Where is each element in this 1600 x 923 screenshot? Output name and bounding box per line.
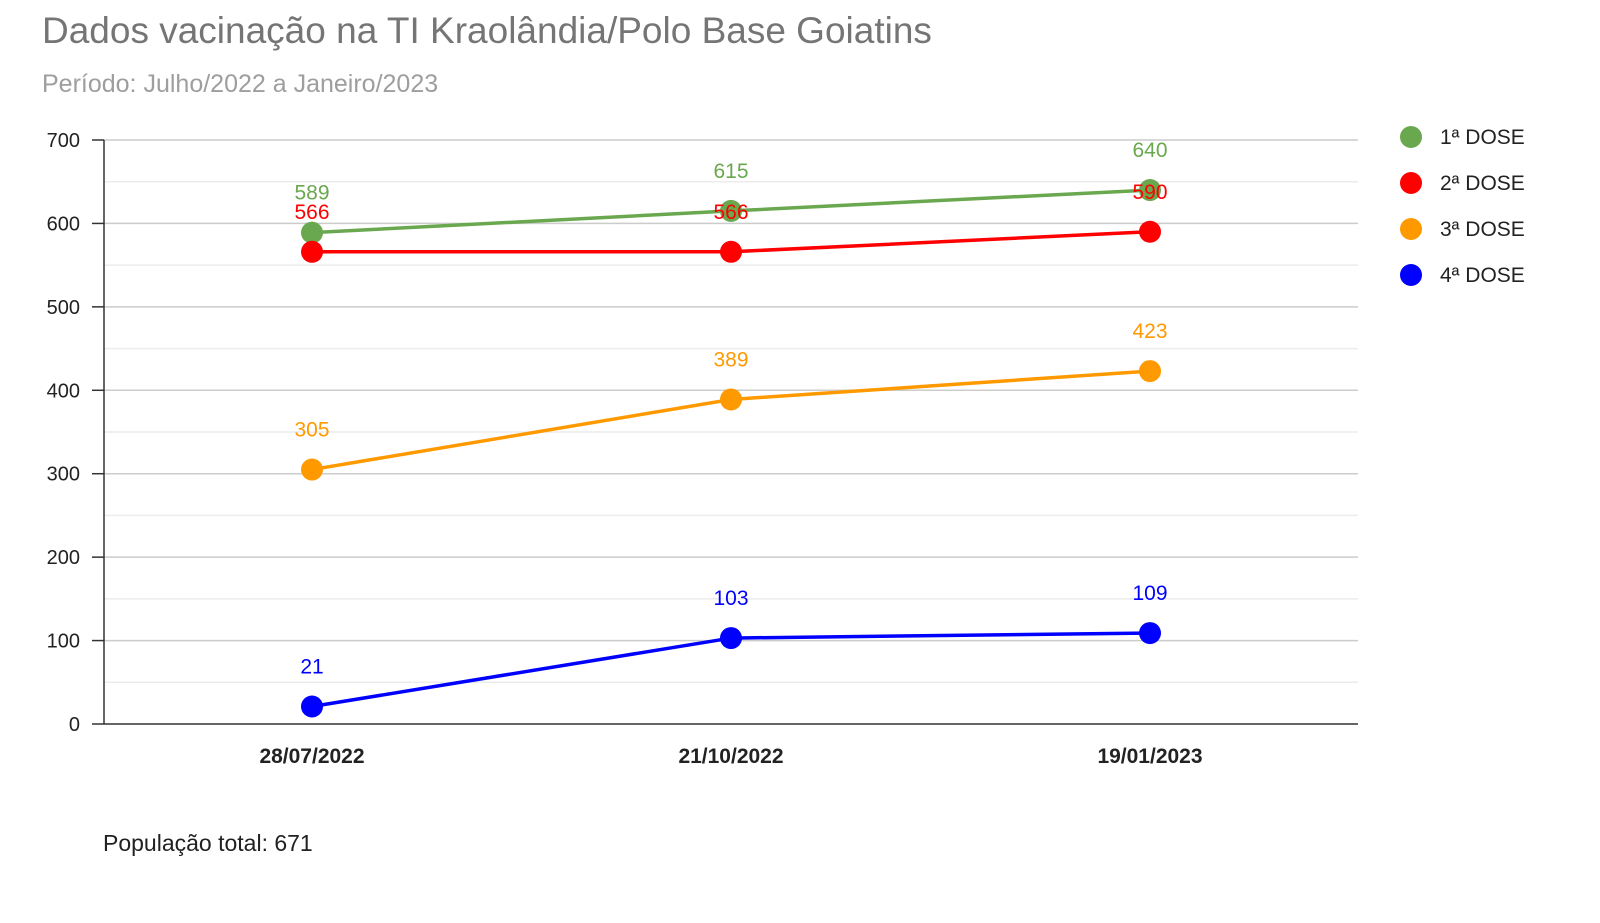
legend-label: 4ª DOSE — [1440, 264, 1525, 287]
population-footnote: População total: 671 — [103, 830, 313, 856]
data-label: 590 — [1132, 181, 1167, 204]
data-label: 389 — [713, 348, 748, 371]
data-point — [720, 240, 742, 263]
data-label: 305 — [294, 419, 329, 442]
legend-marker — [1400, 126, 1422, 148]
chart-title: Dados vacinação na TI Kraolândia/Polo Ba… — [42, 10, 932, 51]
data-point — [1139, 179, 1161, 202]
data-label: 21 — [300, 655, 323, 678]
legend-marker — [1400, 264, 1422, 286]
data-label: 589 — [294, 182, 329, 205]
data-point — [720, 199, 742, 222]
legend-label: 2ª DOSE — [1440, 172, 1525, 195]
data-point — [1139, 622, 1161, 645]
y-tick-label: 100 — [47, 631, 80, 653]
legend-label: 1ª DOSE — [1440, 126, 1525, 149]
data-label: 566 — [713, 201, 748, 224]
y-tick-label: 200 — [47, 547, 80, 569]
data-label: 109 — [1132, 582, 1167, 605]
data-label: 640 — [1132, 139, 1167, 162]
legend-marker — [1400, 218, 1422, 240]
x-tick-label: 21/10/2022 — [678, 745, 783, 768]
data-point — [1139, 360, 1161, 383]
data-point — [301, 221, 323, 244]
y-tick-label: 600 — [47, 213, 80, 235]
data-label: 423 — [1132, 320, 1167, 343]
data-label: 103 — [713, 587, 748, 610]
data-point — [1139, 220, 1161, 243]
data-point — [301, 458, 323, 481]
x-tick-label: 19/01/2023 — [1097, 745, 1202, 768]
legend-marker — [1400, 172, 1422, 194]
data-label: 566 — [294, 201, 329, 224]
chart-subtitle: Período: Julho/2022 a Janeiro/2023 — [42, 70, 439, 98]
data-point — [301, 695, 323, 718]
data-point — [720, 627, 742, 650]
legend-label: 3ª DOSE — [1440, 218, 1525, 241]
x-tick-label: 28/07/2022 — [259, 745, 364, 768]
data-point — [720, 388, 742, 411]
y-tick-label: 400 — [47, 380, 80, 402]
y-tick-label: 700 — [47, 130, 80, 152]
data-point — [301, 240, 323, 263]
data-label: 615 — [713, 160, 748, 183]
series-line — [311, 369, 1151, 472]
y-tick-label: 300 — [47, 464, 80, 486]
y-tick-label: 0 — [69, 714, 80, 736]
y-tick-label: 500 — [47, 297, 80, 319]
